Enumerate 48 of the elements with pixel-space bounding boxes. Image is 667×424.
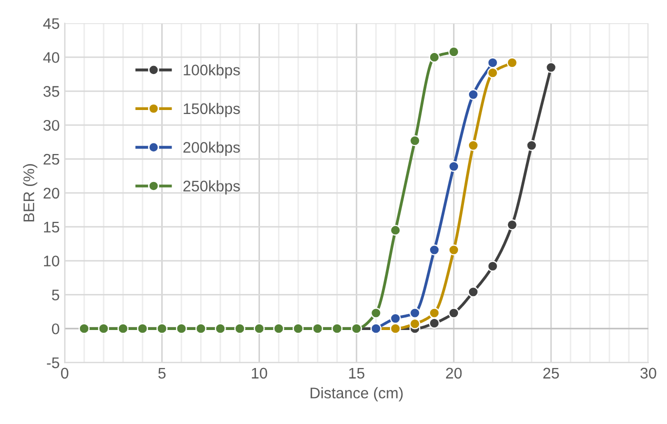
y-tick-label: 35 [43, 86, 60, 97]
point [546, 62, 556, 73]
y-tick-label: 20 [44, 188, 60, 199]
y-tick-label: 45 [43, 18, 60, 30]
legend-label: 150kbps [184, 102, 240, 118]
point [468, 140, 479, 151]
x-tick-label: 20 [446, 368, 462, 379]
y-tick-label: 5 [52, 290, 60, 300]
point [506, 219, 518, 230]
point [428, 308, 440, 318]
y-tick-label: 40 [43, 52, 60, 63]
y-tick-label: 10 [44, 256, 60, 266]
point [390, 313, 401, 324]
point [370, 308, 382, 318]
point [448, 46, 460, 58]
point [468, 286, 479, 298]
point [487, 67, 498, 78]
point [409, 135, 420, 146]
y-axis-title: BER (%) [23, 164, 38, 222]
point [428, 318, 440, 329]
x-tick-label: 10 [252, 368, 268, 379]
point [428, 52, 440, 63]
point [409, 318, 420, 330]
x-axis-title: Distance (cm) [310, 387, 403, 402]
point [487, 57, 498, 68]
y-tick-label: -5 [46, 358, 60, 368]
x-tick-label: 30 [640, 368, 656, 379]
point [448, 161, 460, 172]
y-tick-label: 30 [43, 120, 60, 131]
point [448, 308, 460, 318]
point [526, 140, 538, 151]
y-tick-label: 25 [44, 154, 60, 165]
x-tick-label: 15 [349, 368, 364, 379]
point [409, 308, 420, 318]
legend-label: 100kbps [184, 64, 240, 78]
point [468, 89, 479, 100]
legend-label: 250kbps [183, 180, 240, 195]
x-tick-label: 25 [543, 368, 559, 379]
point [428, 244, 440, 256]
point [487, 260, 498, 272]
legend-label: 200kbps [183, 142, 240, 156]
point [506, 57, 518, 68]
point [390, 224, 401, 236]
y-tick-label: 0 [52, 323, 60, 334]
x-tick-label: 0 [61, 368, 68, 379]
point [448, 244, 460, 256]
y-tick-label: 15 [44, 222, 60, 233]
x-tick-label: 5 [158, 368, 166, 379]
